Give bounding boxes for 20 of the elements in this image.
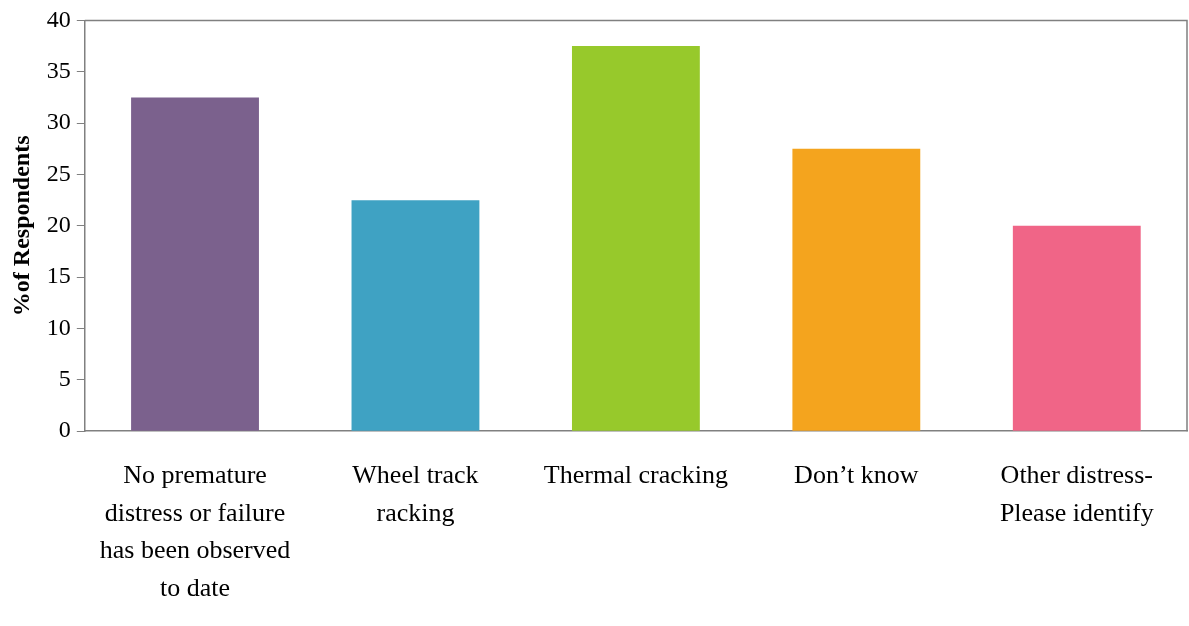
y-tick-label: 0 — [58, 416, 71, 443]
x-tick-label: Other distress- Please identify — [999, 459, 1154, 527]
bar — [131, 97, 259, 431]
bar — [1012, 225, 1141, 431]
bar — [792, 148, 921, 431]
y-tick-label: 30 — [46, 108, 71, 135]
x-tick-label: Thermal cracking — [543, 459, 728, 489]
y-axis-title: %of Respondents — [7, 135, 34, 317]
x-tick-label: No premature distress or failure has been observed to date — [99, 459, 291, 602]
y-tick-label: 10 — [46, 313, 71, 340]
x-tick-label: Wheel track racking — [352, 459, 479, 527]
y-tick-label: 5 — [58, 365, 71, 392]
y-tick-label: 20 — [46, 211, 71, 238]
y-tick-label: 40 — [46, 5, 71, 32]
bar — [351, 200, 480, 431]
bar — [571, 46, 700, 431]
x-tick-label: Don’t know — [794, 459, 919, 489]
y-tick-label: 35 — [46, 57, 71, 84]
y-tick-label: 25 — [46, 159, 71, 186]
y-tick-label: 15 — [46, 262, 71, 289]
